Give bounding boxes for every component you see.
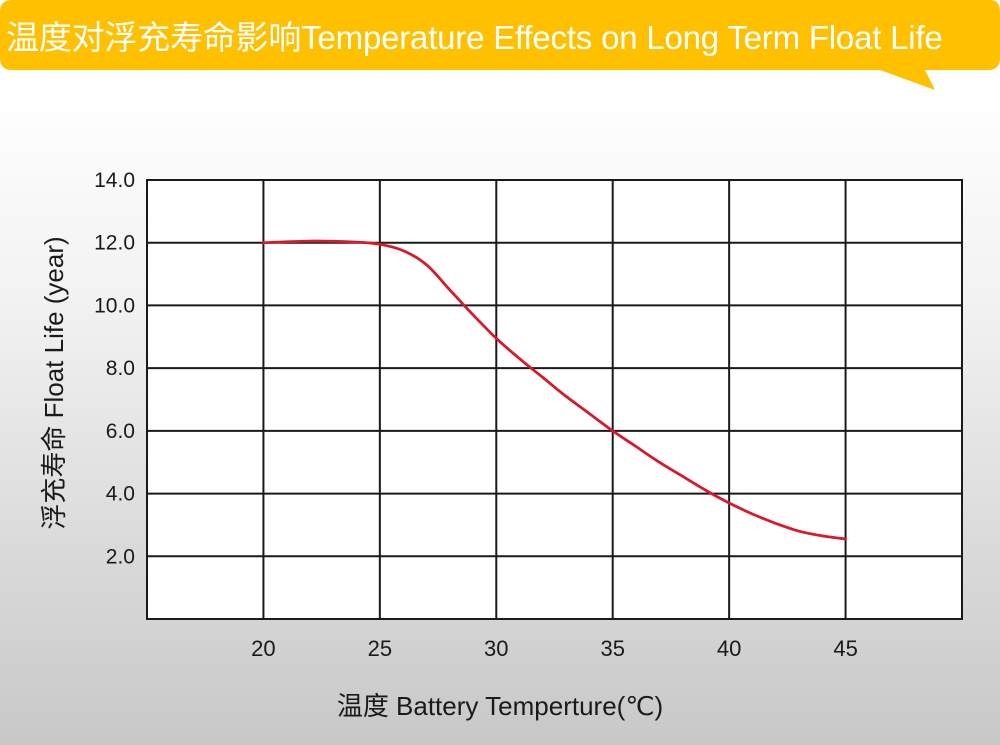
y-axis-label: 浮充寿命 Float Life (year) bbox=[39, 236, 69, 529]
plot-area bbox=[146, 179, 963, 620]
float-life-curve bbox=[262, 239, 847, 541]
x-tick-label: 35 bbox=[600, 636, 624, 661]
x-tick-label: 45 bbox=[833, 636, 857, 661]
x-axis-label: 温度 Battery Temperture(℃) bbox=[337, 691, 663, 721]
y-tick-label: 6.0 bbox=[106, 420, 135, 443]
x-tick-labels: 20 25 30 35 40 45 bbox=[251, 636, 858, 661]
y-tick-label: 4.0 bbox=[106, 483, 135, 506]
series-layer bbox=[262, 239, 847, 541]
x-tick-label: 30 bbox=[484, 636, 508, 661]
chart-title: 温度对浮充寿命影响Temperature Effects on Long Ter… bbox=[6, 19, 943, 56]
x-tick-label: 20 bbox=[251, 636, 275, 661]
x-tick-label: 25 bbox=[368, 636, 392, 661]
y-tick-label: 14.0 bbox=[94, 169, 135, 192]
grid bbox=[146, 179, 963, 620]
y-tick-label: 2.0 bbox=[106, 545, 135, 568]
y-tick-labels: 2.0 4.0 6.0 8.0 10.0 12.0 14.0 bbox=[94, 169, 135, 568]
speech-bubble-shape bbox=[0, 0, 1000, 90]
y-tick-label: 10.0 bbox=[94, 294, 135, 317]
y-tick-label: 12.0 bbox=[94, 232, 135, 255]
x-tick-label: 40 bbox=[717, 636, 741, 661]
y-tick-label: 8.0 bbox=[106, 357, 135, 380]
